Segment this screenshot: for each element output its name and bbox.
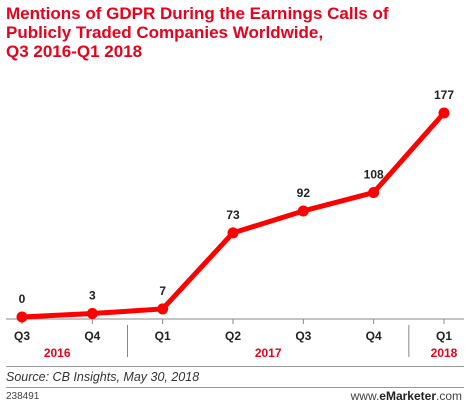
data-point[interactable] [17, 312, 28, 323]
data-point[interactable] [228, 227, 239, 238]
x-tick-label: Q4 [366, 329, 382, 343]
year-label: 2018 [431, 346, 458, 360]
year-label: 2017 [255, 346, 282, 360]
x-tick-label: Q3 [14, 329, 30, 343]
x-tick-label: Q2 [225, 329, 241, 343]
footer-divider [6, 387, 464, 388]
brand-suffix: .com [436, 389, 462, 403]
brand-logo[interactable]: www.eMarketer.com [351, 389, 462, 403]
line-chart: Q3 Q4 Q1 Q2 Q3 Q4 Q1 2016 2017 2018 0 3 7 73 92 108 177 [0, 0, 470, 365]
x-tick-label: Q3 [295, 329, 311, 343]
source-note: Source: CB Insights, May 30, 2018 [6, 370, 199, 384]
x-tick-label: Q4 [84, 329, 100, 343]
data-point[interactable] [157, 303, 168, 314]
data-label: 108 [364, 168, 384, 182]
data-label: 0 [19, 292, 26, 306]
data-label: 73 [226, 208, 240, 222]
brand-name: eMarketer [379, 389, 436, 403]
data-label: 3 [89, 289, 96, 303]
data-point[interactable] [368, 187, 379, 198]
source-divider [6, 366, 464, 367]
year-label: 2016 [44, 346, 71, 360]
x-tick-label: Q1 [436, 329, 452, 343]
data-label: 7 [159, 284, 166, 298]
data-point[interactable] [298, 205, 309, 216]
chart-id: 238491 [6, 391, 39, 402]
data-label: 177 [434, 88, 454, 102]
brand-prefix: www. [351, 389, 380, 403]
data-point[interactable] [439, 108, 450, 119]
data-label: 92 [297, 186, 311, 200]
data-point[interactable] [87, 308, 98, 319]
x-tick-label: Q1 [155, 329, 171, 343]
